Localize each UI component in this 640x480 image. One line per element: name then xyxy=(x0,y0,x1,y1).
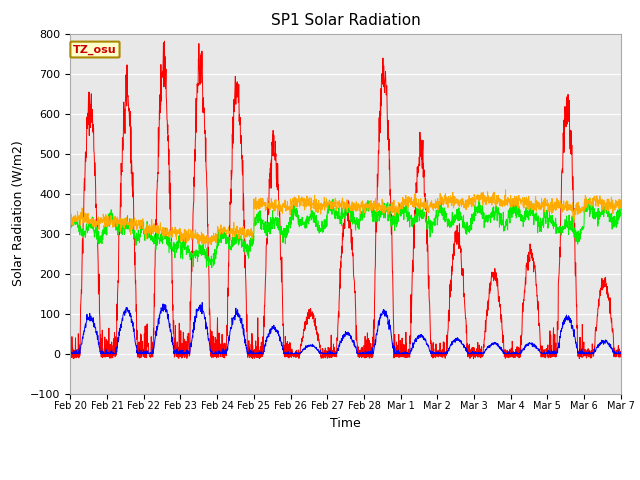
sp1_LWin xyxy=(208,265,216,271)
sp1_SWin xyxy=(617,354,625,360)
sp1_SWout xyxy=(362,349,370,355)
sp1_LWout xyxy=(362,211,369,216)
sp1_LWout xyxy=(67,217,74,223)
Line: sp1_SWin: sp1_SWin xyxy=(70,41,621,359)
sp1_LWin xyxy=(67,223,74,228)
sp1_LWin xyxy=(506,206,513,212)
sp1_SWin xyxy=(584,349,592,355)
sp1_LWout xyxy=(374,198,381,204)
sp1_LWout xyxy=(502,187,509,193)
sp1_SWin xyxy=(161,38,168,44)
sp1_LWout xyxy=(202,245,209,251)
sp1_LWin xyxy=(374,212,381,218)
sp1_SWout xyxy=(67,350,74,356)
sp1_LWin xyxy=(220,228,228,234)
Legend: sp1_SWin, sp1_SWout, sp1_LWin, sp1_LWout: sp1_SWin, sp1_SWout, sp1_LWin, sp1_LWout xyxy=(146,476,545,480)
sp1_LWout xyxy=(584,200,592,205)
sp1_SWin xyxy=(362,351,369,357)
sp1_SWin xyxy=(470,356,477,362)
Text: TZ_osu: TZ_osu xyxy=(73,44,116,55)
sp1_LWin xyxy=(362,209,369,215)
sp1_LWout xyxy=(617,203,625,208)
sp1_SWin xyxy=(67,346,74,351)
sp1_SWin xyxy=(220,352,228,358)
sp1_LWout xyxy=(506,200,514,205)
sp1_LWin xyxy=(617,205,625,211)
sp1_LWout xyxy=(220,229,228,235)
sp1_SWout xyxy=(198,300,206,305)
sp1_LWin xyxy=(513,194,520,200)
Line: sp1_LWin: sp1_LWin xyxy=(70,197,621,268)
Line: sp1_SWout: sp1_SWout xyxy=(70,302,621,354)
X-axis label: Time: Time xyxy=(330,417,361,430)
sp1_SWout xyxy=(221,351,228,357)
sp1_SWout xyxy=(584,350,592,356)
sp1_SWin xyxy=(374,184,381,190)
sp1_SWout xyxy=(67,351,75,357)
Title: SP1 Solar Radiation: SP1 Solar Radiation xyxy=(271,13,420,28)
sp1_SWin xyxy=(569,187,577,192)
sp1_SWout xyxy=(374,325,381,331)
sp1_SWout xyxy=(617,351,625,357)
sp1_LWin xyxy=(569,215,577,220)
sp1_SWout xyxy=(506,351,514,357)
sp1_LWin xyxy=(584,201,592,206)
Y-axis label: Solar Radiation (W/m2): Solar Radiation (W/m2) xyxy=(12,141,25,287)
sp1_SWin xyxy=(506,347,514,352)
sp1_SWout xyxy=(569,323,577,328)
Line: sp1_LWout: sp1_LWout xyxy=(70,190,621,248)
sp1_LWout xyxy=(569,200,577,205)
